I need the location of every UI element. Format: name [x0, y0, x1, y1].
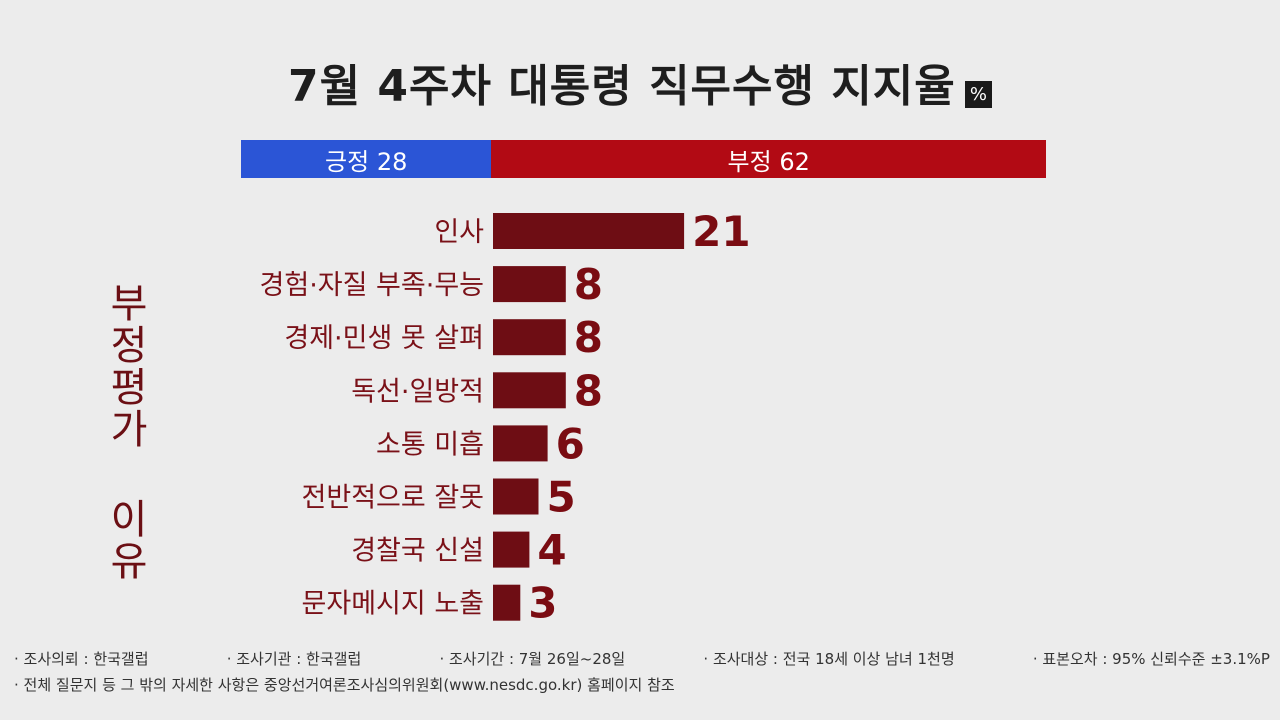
chart-title-wrap: 7월 4주차 대통령 직무수행 지지율 %: [0, 50, 1280, 114]
value-label: 3: [528, 579, 557, 628]
unit-badge: %: [964, 81, 992, 108]
category-label: 전반적으로 잘못: [302, 483, 484, 514]
bar: [493, 531, 530, 568]
bar: [493, 319, 566, 356]
negative-segment: 부정 62: [491, 140, 1046, 178]
value-label: 4: [537, 526, 566, 575]
bar: [493, 584, 521, 621]
value-label: 8: [574, 313, 603, 362]
bar: [493, 425, 548, 462]
value-label: 6: [556, 419, 585, 468]
value-label: 8: [574, 260, 603, 309]
footer-note: · 전체 질문지 등 그 밖의 자세한 사항은 중앙선거여론조사심의위원회(ww…: [14, 676, 675, 694]
category-label: 인사: [434, 217, 484, 248]
footer-meta-item: · 조사기관 : 한국갤럽: [226, 650, 362, 668]
footer-meta-item: · 조사대상 : 전국 18세 이상 남녀 1천명: [703, 650, 955, 668]
footer-meta-item: · 표본오차 : 95% 신뢰수준 ±3.1%P: [1032, 650, 1270, 668]
footer-meta-item: · 조사의뢰 : 한국갤럽: [14, 650, 149, 668]
category-label: 독선·일방적: [351, 376, 484, 407]
value-label: 5: [547, 473, 576, 522]
category-label: 문자메시지 노출: [302, 589, 484, 620]
category-label: 경제·민생 못 살펴: [284, 323, 484, 354]
value-label: 21: [692, 207, 750, 256]
bar: [493, 478, 539, 515]
value-label: 8: [574, 366, 603, 415]
bar: [493, 213, 685, 249]
footer-meta-row: · 조사의뢰 : 한국갤럽 · 조사기관 : 한국갤럽 · 조사기간 : 7월 26…: [14, 648, 1270, 669]
category-label: 경찰국 신설: [351, 536, 484, 567]
footer: · 조사의뢰 : 한국갤럽 · 조사기관 : 한국갤럽 · 조사기간 : 7월 26…: [14, 648, 1270, 695]
category-label: 소통 미흡: [376, 429, 484, 460]
category-label: 경험·자질 부족·무능: [260, 270, 484, 301]
side-axis-label: 부정평가 이유: [102, 282, 148, 582]
footer-meta-item: · 조사기간 : 7월 26일~28일: [439, 650, 626, 668]
positive-segment: 긍정 28: [241, 140, 492, 178]
bar: [493, 372, 566, 409]
chart-title: 7월 4주차 대통령 직무수행 지지율: [288, 61, 956, 112]
approval-split-bar: 긍정 28 부정 62: [241, 140, 1046, 178]
bar: [493, 266, 566, 303]
